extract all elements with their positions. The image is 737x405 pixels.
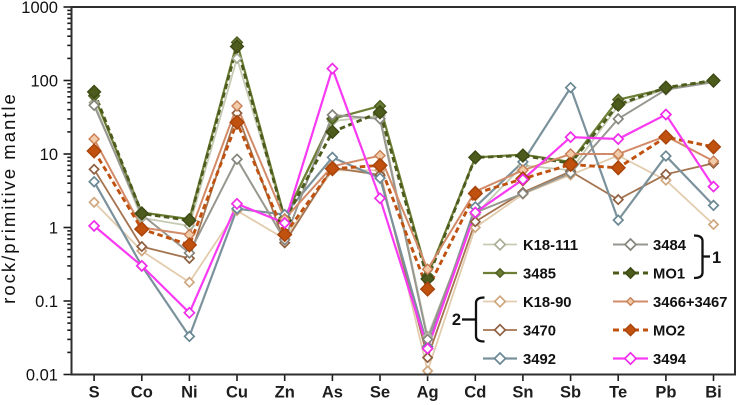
svg-text:MO1: MO1	[653, 267, 685, 283]
svg-text:S: S	[89, 384, 100, 402]
svg-text:3466+3467: 3466+3467	[653, 295, 727, 311]
svg-text:Ag: Ag	[417, 384, 439, 402]
svg-text:Zn: Zn	[275, 384, 295, 402]
svg-text:K18-111: K18-111	[523, 238, 578, 254]
svg-text:K18-90: K18-90	[523, 295, 572, 311]
svg-text:100: 100	[30, 73, 58, 91]
svg-text:10: 10	[40, 146, 58, 164]
svg-text:Cu: Cu	[226, 384, 248, 402]
svg-text:Co: Co	[131, 384, 153, 402]
svg-text:Pb: Pb	[655, 384, 676, 402]
svg-text:MO2: MO2	[653, 324, 685, 340]
svg-text:3494: 3494	[653, 352, 687, 368]
svg-text:1: 1	[49, 220, 58, 238]
svg-text:3484: 3484	[653, 238, 687, 254]
svg-text:Bi: Bi	[705, 384, 722, 402]
svg-text:Sn: Sn	[512, 384, 533, 402]
svg-text:0.01: 0.01	[26, 367, 58, 385]
svg-text:Ni: Ni	[181, 384, 198, 402]
svg-text:As: As	[322, 384, 343, 402]
svg-text:1: 1	[712, 249, 721, 267]
svg-text:3485: 3485	[523, 267, 556, 283]
svg-text:3492: 3492	[523, 352, 556, 368]
svg-text:2: 2	[452, 311, 461, 329]
svg-text:3470: 3470	[523, 324, 556, 340]
svg-text:Sb: Sb	[560, 384, 581, 402]
svg-text:Te: Te	[609, 384, 627, 402]
svg-text:0.1: 0.1	[35, 293, 58, 311]
svg-text:Cd: Cd	[464, 384, 486, 402]
svg-text:Se: Se	[370, 384, 390, 402]
svg-text:1000: 1000	[21, 0, 58, 17]
svg-text:rock/primitive mantle: rock/primitive mantle	[0, 92, 19, 304]
